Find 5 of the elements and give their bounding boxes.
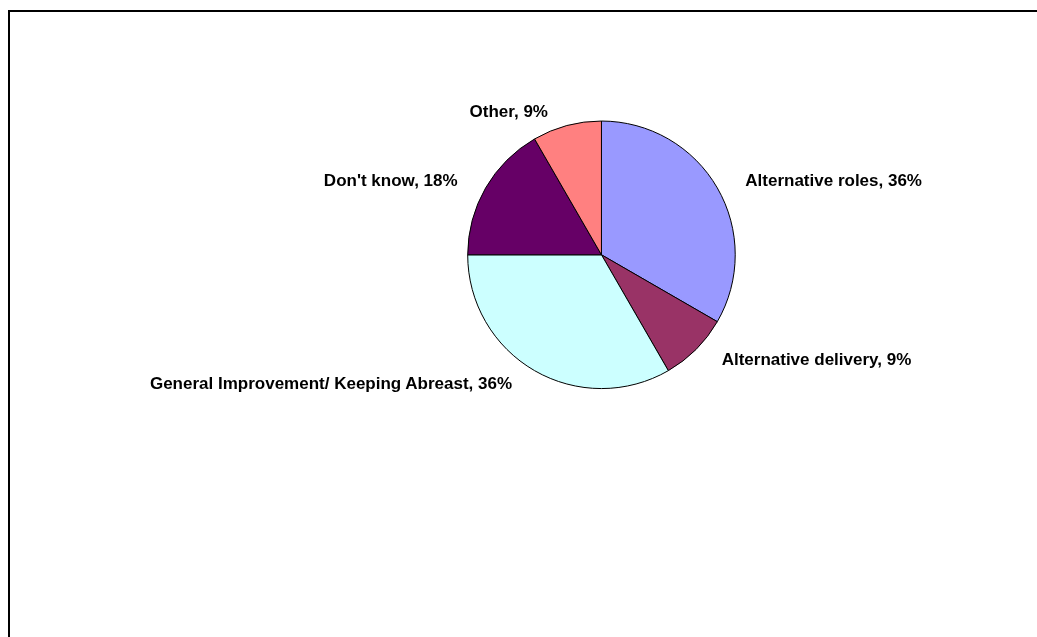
slice-label: General Improvement/ Keeping Abreast, 36% [149, 374, 513, 394]
slice-label: Other, 9% [469, 101, 548, 121]
slice-label: Alternative roles, 36% [745, 170, 922, 190]
slice-label: Alternative delivery, 9% [721, 350, 912, 370]
slice-label: Don't know, 18% [323, 170, 458, 190]
